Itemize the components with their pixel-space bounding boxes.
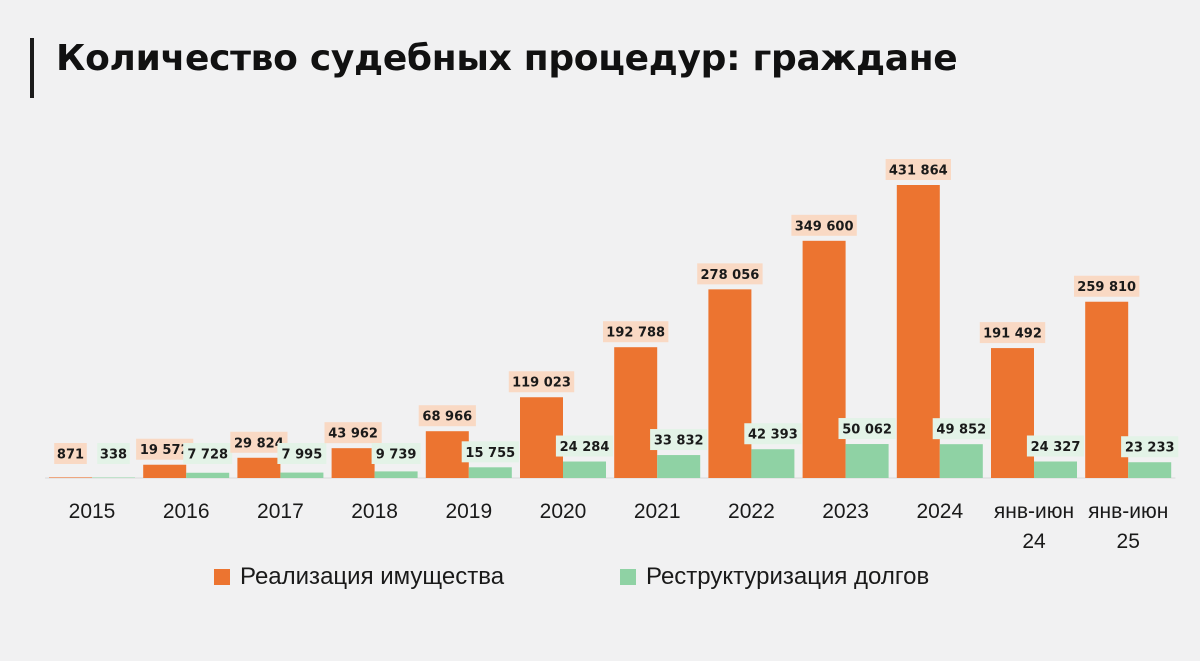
- legend-item-debt-restructuring: Реструктуризация долгов: [620, 563, 929, 591]
- data-label: 68 966: [422, 410, 472, 425]
- data-label-bg: [54, 443, 87, 464]
- data-label-bg: [838, 418, 896, 440]
- data-label-bg: [885, 159, 951, 180]
- data-label-bg: [1121, 436, 1179, 458]
- data-label: 29 824: [234, 436, 284, 451]
- bar-property-sale-3: [331, 448, 375, 478]
- data-label-bg: [1074, 275, 1140, 297]
- data-label: 9 739: [376, 448, 417, 463]
- data-label: 43 962: [328, 427, 378, 442]
- chart-legend: Реализация имущества Реструктуризация до…: [0, 563, 1200, 595]
- data-label: 119 023: [512, 376, 571, 391]
- bar-property-sale-8: [802, 240, 846, 478]
- bar-debt-restructuring-6: [657, 455, 701, 478]
- data-label-bg: [791, 214, 857, 236]
- data-label-bg: [418, 405, 476, 427]
- data-label: 49 852: [936, 423, 986, 438]
- x-tick-label: 2015: [69, 500, 116, 523]
- data-label-bg: [932, 418, 990, 440]
- bar-debt-restructuring-3: [374, 471, 418, 478]
- data-label-bg: [371, 443, 421, 464]
- bar-property-sale-0: [49, 477, 92, 478]
- legend-label: Реструктуризация долгов: [646, 563, 930, 590]
- data-label: 24 284: [560, 440, 610, 455]
- bar-debt-restructuring-7: [751, 449, 795, 478]
- data-label-bg: [508, 371, 575, 393]
- bar-property-sale-7: [708, 289, 752, 478]
- x-tick-label: 2018: [351, 500, 398, 523]
- bar-debt-restructuring-8: [845, 444, 889, 478]
- x-tick-label: 2024: [916, 500, 963, 523]
- bar-debt-restructuring-2: [280, 472, 324, 478]
- data-label-bg: [136, 438, 194, 460]
- bar-property-sale-11: [1085, 301, 1129, 478]
- bar-property-sale-5: [520, 397, 563, 478]
- bar-property-sale-2: [237, 457, 281, 478]
- data-label: 50 062: [842, 423, 892, 438]
- data-label-bg: [979, 322, 1046, 344]
- bar-property-sale-6: [614, 347, 658, 478]
- x-tick-label: 2021: [634, 500, 681, 523]
- x-tick-label: янв-июн 24: [994, 500, 1074, 553]
- data-label-bg: [555, 435, 614, 457]
- data-label: 278 056: [700, 268, 759, 283]
- data-label: 19 572: [140, 443, 190, 458]
- data-label-bg: [97, 443, 130, 464]
- bar-debt-restructuring-11: [1128, 462, 1172, 478]
- x-tick-label: 2020: [540, 500, 587, 523]
- bar-debt-restructuring-9: [939, 444, 983, 478]
- data-label: 259 810: [1077, 280, 1136, 295]
- data-label-bg: [461, 441, 519, 463]
- data-label-bg: [324, 422, 382, 444]
- data-label: 42 393: [748, 428, 798, 443]
- bar-debt-restructuring-5: [563, 461, 606, 478]
- data-label-bg: [183, 443, 233, 464]
- data-label: 33 832: [654, 434, 704, 449]
- legend-swatch-orange: [214, 569, 230, 585]
- bar-debt-restructuring-10: [1034, 461, 1077, 478]
- x-tick-label: 2022: [728, 500, 775, 523]
- data-label-bg: [277, 443, 327, 464]
- data-label: 24 327: [1031, 440, 1081, 455]
- bar-property-sale-4: [425, 431, 469, 478]
- data-label: 7 995: [282, 448, 323, 463]
- data-label-bg: [603, 321, 669, 343]
- x-tick-label: 2023: [822, 500, 869, 523]
- bar-debt-restructuring-4: [468, 467, 512, 478]
- data-label: 192 788: [606, 326, 665, 341]
- data-label-bg: [697, 263, 763, 285]
- data-label-bg: [744, 423, 802, 445]
- data-label-bg: [650, 429, 708, 451]
- bar-property-sale-9: [896, 185, 940, 478]
- page-title: Количество судебных процедур: граждане: [56, 38, 958, 79]
- data-label: 871: [57, 448, 84, 463]
- bar-debt-restructuring-0: [92, 477, 135, 478]
- data-label: 7 728: [187, 448, 228, 463]
- data-label: 338: [100, 448, 127, 463]
- x-tick-label: янв-июн 25: [1088, 500, 1168, 553]
- x-tick-label: 2019: [445, 500, 492, 523]
- data-label: 349 600: [795, 219, 854, 234]
- legend-item-property-sale: Реализация имущества: [214, 563, 504, 591]
- legend-swatch-green: [620, 569, 636, 585]
- data-label-bg: [1026, 435, 1085, 457]
- title-accent-bar: [30, 38, 34, 98]
- data-label: 431 864: [889, 164, 948, 179]
- bar-property-sale-1: [143, 464, 187, 478]
- x-tick-label: 2017: [257, 500, 304, 523]
- data-label: 191 492: [983, 327, 1042, 342]
- x-tick-label: 2016: [163, 500, 210, 523]
- data-label: 15 755: [465, 446, 515, 461]
- data-label: 23 233: [1125, 441, 1175, 456]
- legend-label: Реализация имущества: [240, 563, 505, 590]
- bar-property-sale-10: [991, 348, 1034, 478]
- bar-debt-restructuring-1: [186, 472, 230, 478]
- data-label-bg: [230, 431, 288, 453]
